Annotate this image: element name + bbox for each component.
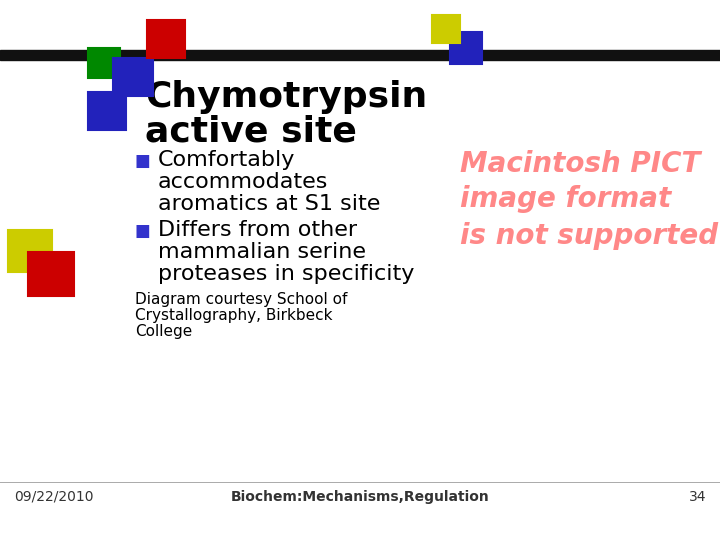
Bar <box>8 230 52 272</box>
Text: aromatics at S1 site: aromatics at S1 site <box>158 194 380 214</box>
Text: Comfortably: Comfortably <box>158 150 295 170</box>
Text: Diagram courtesy School of: Diagram courtesy School of <box>135 292 347 307</box>
Text: active site: active site <box>145 115 357 149</box>
Bar <box>0 50 720 60</box>
Bar <box>450 32 482 64</box>
Text: College: College <box>135 324 192 339</box>
Text: accommodates: accommodates <box>158 172 328 192</box>
Bar <box>147 20 185 58</box>
Text: ■: ■ <box>135 222 150 240</box>
Text: Biochem:Mechanisms,Regulation: Biochem:Mechanisms,Regulation <box>230 490 490 504</box>
Text: 09/22/2010: 09/22/2010 <box>14 490 94 504</box>
Bar <box>432 15 460 43</box>
Text: 34: 34 <box>688 490 706 504</box>
Bar <box>28 252 74 296</box>
Bar <box>113 58 153 96</box>
Text: Crystallography, Birkbeck: Crystallography, Birkbeck <box>135 308 333 323</box>
Text: is not supported: is not supported <box>460 222 718 250</box>
Text: proteases in specificity: proteases in specificity <box>158 264 415 284</box>
Bar <box>88 92 126 130</box>
Bar <box>88 48 120 78</box>
Text: Chymotrypsin: Chymotrypsin <box>145 80 427 114</box>
Text: Macintosh PICT: Macintosh PICT <box>460 150 701 178</box>
Text: image format: image format <box>460 185 671 213</box>
Text: mammalian serine: mammalian serine <box>158 242 366 262</box>
Text: ■: ■ <box>135 152 150 170</box>
Text: Differs from other: Differs from other <box>158 220 357 240</box>
